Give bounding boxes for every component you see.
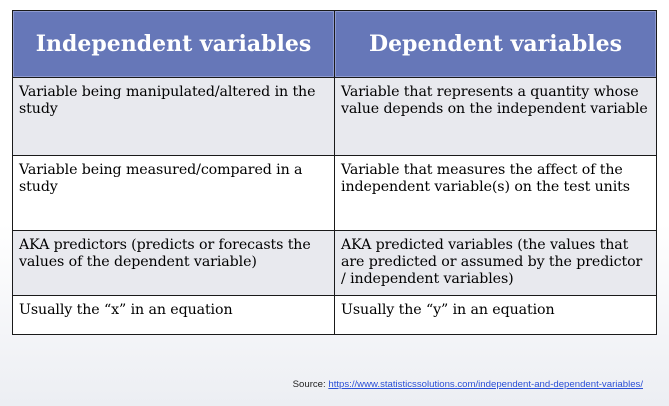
table-row: Variable being manipulated/altered in th… — [12, 77, 657, 156]
variables-comparison-table: Independent variables Dependent variable… — [12, 10, 657, 335]
header-independent-variables: Independent variables — [12, 10, 335, 78]
table-row: AKA predictors (predicts or forecasts th… — [12, 230, 657, 296]
table-header-row: Independent variables Dependent variable… — [12, 10, 657, 78]
independent-cell: Variable being measured/compared in a st… — [12, 155, 335, 231]
dependent-cell: Variable that represents a quantity whos… — [334, 77, 657, 156]
dependent-cell: Variable that measures the affect of the… — [334, 155, 657, 231]
source-link[interactable]: https://www.statisticssolutions.com/inde… — [328, 379, 643, 390]
table-row: Usually the “x” in an equation Usually t… — [12, 295, 657, 335]
header-dependent-variables: Dependent variables — [334, 10, 657, 78]
dependent-cell: AKA predicted variables (the values that… — [334, 230, 657, 296]
source-citation: Source: https://www.statisticssolutions.… — [293, 379, 643, 390]
source-label: Source: — [292, 379, 329, 390]
independent-cell: Variable being manipulated/altered in th… — [12, 77, 335, 156]
dependent-cell: Usually the “y” in an equation — [334, 295, 657, 335]
variables-table-container: Independent variables Dependent variable… — [12, 10, 657, 335]
table-row: Variable being measured/compared in a st… — [12, 155, 657, 231]
independent-cell: Usually the “x” in an equation — [12, 295, 335, 335]
independent-cell: AKA predictors (predicts or forecasts th… — [12, 230, 335, 296]
